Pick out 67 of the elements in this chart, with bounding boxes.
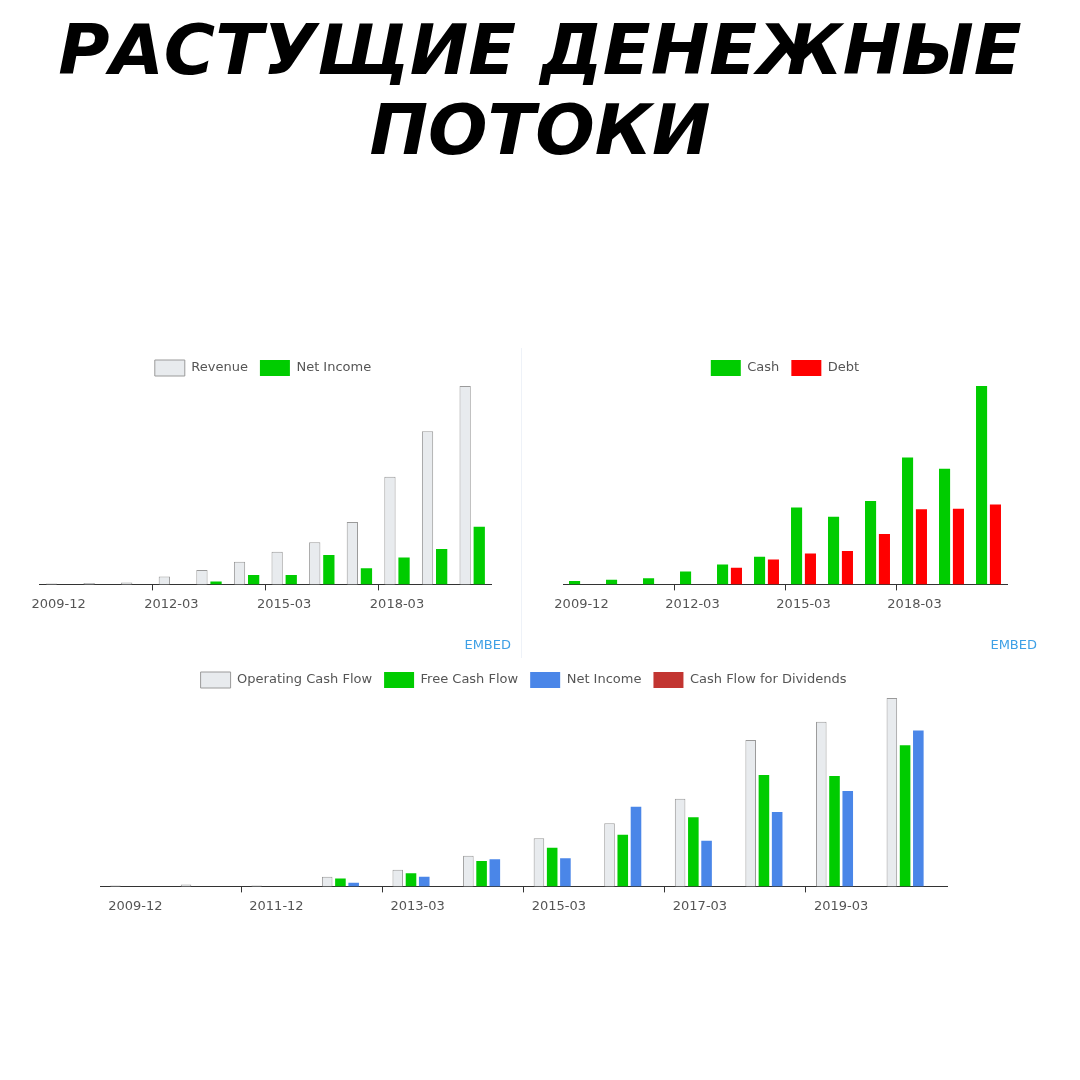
bar xyxy=(976,386,988,585)
x-tick-label: 2019-03 xyxy=(813,897,869,913)
bar xyxy=(248,574,260,585)
bar xyxy=(335,878,346,887)
legend-label: Operating Cash Flow xyxy=(237,671,373,687)
bar xyxy=(913,730,924,887)
bar xyxy=(418,876,430,887)
x-tick-label: 2017-03 xyxy=(672,897,728,913)
bar xyxy=(804,553,816,585)
legend-label: Cash Flow for Dividends xyxy=(689,671,847,687)
bar xyxy=(841,551,853,585)
legend-label: Net Income xyxy=(296,359,372,375)
bar xyxy=(915,509,927,585)
bar xyxy=(560,858,571,887)
bar xyxy=(473,526,485,585)
legend-label: Net Income xyxy=(566,671,642,687)
legend-label: Free Cash Flow xyxy=(420,671,519,687)
bar xyxy=(939,468,951,585)
x-tick-label: 2015-03 xyxy=(531,897,586,913)
chart-title: РАСТУЩИЕ ДЕНЕЖНЫЕ ПОТОКИ xyxy=(57,9,1023,171)
bar xyxy=(701,840,712,887)
bar xyxy=(952,508,964,585)
bar xyxy=(878,534,890,585)
bar xyxy=(717,564,729,585)
bar xyxy=(791,507,803,585)
bar xyxy=(828,516,840,585)
bar xyxy=(989,504,1001,585)
bar xyxy=(398,557,410,585)
bar xyxy=(436,549,448,585)
bar xyxy=(617,834,629,887)
bar xyxy=(405,873,417,887)
bar xyxy=(476,860,487,887)
bar xyxy=(767,559,779,585)
bar xyxy=(754,556,766,585)
bar xyxy=(630,806,642,887)
text: EMBED xyxy=(464,636,511,652)
bar xyxy=(546,847,558,887)
bar xyxy=(758,775,770,887)
bar xyxy=(680,571,692,585)
x-tick-label: 2009-12 xyxy=(108,897,163,913)
bar xyxy=(829,776,840,887)
x-tick-label: 2018-03 xyxy=(369,595,425,611)
bar xyxy=(688,817,699,887)
x-tick-label: 2011-12 xyxy=(249,897,304,913)
x-tick-label: 2013-03 xyxy=(390,897,445,913)
bar xyxy=(842,790,854,887)
x-tick-label: 2015-03 xyxy=(776,595,831,611)
x-tick-label: 2015-03 xyxy=(257,595,312,611)
legend-label: Cash xyxy=(747,359,780,375)
x-tick-label: 2012-03 xyxy=(665,595,720,611)
x-tick-label: 2018-03 xyxy=(887,595,942,611)
bar xyxy=(360,568,373,585)
bar xyxy=(285,574,297,585)
bar xyxy=(865,501,877,585)
bar xyxy=(771,811,783,887)
bar xyxy=(902,457,914,585)
x-tick-label: 2009-12 xyxy=(31,595,86,611)
text: EMBED xyxy=(990,636,1037,652)
bar xyxy=(730,567,742,585)
bar xyxy=(899,745,911,887)
bar xyxy=(489,859,501,887)
legend-label: Debt xyxy=(827,359,860,375)
x-tick-label: 2009-12 xyxy=(554,595,609,611)
bar xyxy=(643,578,655,585)
x-tick-label: 2012-03 xyxy=(144,595,199,611)
legend-label: Revenue xyxy=(191,359,248,375)
bar xyxy=(323,555,335,585)
